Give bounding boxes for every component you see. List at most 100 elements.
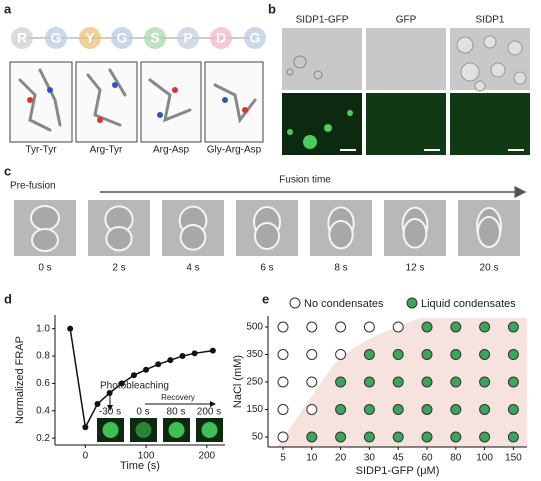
droplet [286,68,294,76]
condition-point [421,376,433,388]
residue-circle [79,27,101,49]
condition-point [421,404,433,415]
residue-circle [45,27,67,49]
condition-point [479,376,491,388]
droplet [474,80,486,92]
condition-point [363,376,375,388]
condition-point [507,431,519,443]
droplet [30,205,60,231]
time-label: 4 s [186,263,199,274]
condition-point [450,404,462,415]
condition-point [479,321,491,333]
panel-label: b [268,1,276,16]
condition-point [335,404,347,415]
image-label: Arg-Tyr [90,145,123,156]
column-header: GFP [396,15,417,26]
inset-droplet [201,422,218,438]
x-tick-label: 20 [335,453,347,464]
y-tick-label: 0.2 [36,433,50,444]
time-label: 6 s [260,263,273,274]
y-axis-label: NaCl (mM) [232,355,244,408]
residue-letter: R [17,30,27,46]
residue-circle [177,27,199,49]
x-axis-label: Time (s) [120,460,160,472]
frap-point [191,350,198,357]
residue-circle [111,27,133,49]
condition-point [507,321,519,333]
annotation: Photobleaching [100,381,169,392]
inset-label: 80 s [167,407,186,418]
y-tick-label: 1.0 [36,323,50,334]
condition-point [306,321,318,333]
legend-label: No condensates [304,298,384,310]
panel-label: c [4,163,11,178]
panel-label: a [4,1,12,16]
condition-point [450,376,462,388]
condition-point [363,404,375,415]
residue-letter: G [117,30,128,46]
droplet [347,110,353,116]
frap-point [118,380,125,387]
condition-point [421,321,433,333]
condition-point [306,404,318,415]
residue-letter: G [51,30,62,46]
condition-point [277,404,289,415]
condition-point [277,431,289,443]
droplet [254,222,280,250]
column-header: SIDP1-GFP [296,15,349,26]
condition-point [450,321,462,333]
time-label: 12 s [406,263,425,274]
droplet [513,71,527,85]
y-axis-label: Normalized FRAP [14,336,26,424]
condition-point [392,376,404,388]
condition-point [306,431,318,443]
condition-point [335,349,347,360]
condition-point [479,404,491,415]
residue-letter: G [250,30,261,46]
time-label: 20 s [480,263,499,274]
droplet [179,224,207,251]
panel-label: d [4,291,12,306]
y-tick-label: 50 [252,432,264,443]
x-tick-label: 80 [450,453,462,464]
condition-point [450,431,462,443]
time-label: 8 s [334,263,347,274]
time-label: 2 s [112,263,125,274]
annotation: Recovery [161,393,195,402]
condition-point [392,431,404,443]
droplet [324,124,332,132]
condition-point [363,321,375,333]
condition-point [335,431,347,443]
droplet [105,226,133,252]
x-tick-label: 100 [138,451,155,462]
droplet [31,228,59,252]
fusion-time-label: Fusion time [279,175,331,186]
fluorescence-image [366,93,446,155]
image-label: Arg-Asp [153,145,190,156]
condition-point [450,349,462,360]
residue-letter: P [183,30,192,46]
x-tick-label: 5 [280,453,286,464]
condition-point [392,404,404,415]
droplet [328,220,354,250]
pre-fusion-label: Pre-fusion [10,181,56,192]
frap-point [82,424,89,431]
frap-point [155,361,162,368]
droplet [293,55,307,69]
droplet [313,70,323,80]
condition-point [421,431,433,443]
y-tick-label: 150 [246,404,263,415]
y-tick-label: 0.6 [36,378,50,389]
inset-label: -30 s [99,407,121,418]
inset-label: 200 s [197,407,221,418]
residue-letter: S [150,30,159,46]
legend-marker [289,297,301,309]
fluorescence-image [282,93,362,155]
y-tick-label: 0.4 [36,405,50,416]
residue-letter: D [216,30,226,46]
droplet [460,62,480,82]
frap-point [130,372,137,379]
droplet [490,62,506,78]
condition-point [335,376,347,388]
fluorescence-image [450,93,530,155]
